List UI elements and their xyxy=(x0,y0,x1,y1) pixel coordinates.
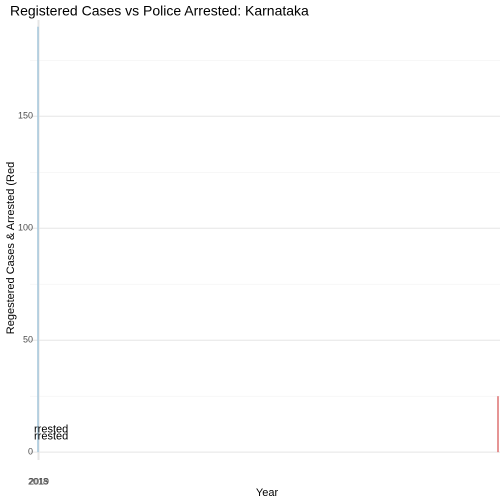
chart-title: Registered Cases vs Police Arrested: Kar… xyxy=(10,3,309,19)
y-tick-label: 50 xyxy=(23,335,33,345)
bar xyxy=(37,26,39,453)
x-tick-label: 2018 xyxy=(28,476,48,486)
y-axis-label: Regestered Cases & Arrested (Red xyxy=(5,162,17,334)
y-tick-label: 150 xyxy=(18,111,33,121)
annotation: rrested xyxy=(34,424,68,436)
y-tick-label: 0 xyxy=(28,447,33,457)
bar xyxy=(497,396,499,453)
x-axis-label: Year xyxy=(256,487,279,499)
annotation: rrested xyxy=(34,430,68,442)
y-tick-label: 100 xyxy=(18,223,33,233)
x-tick-label: 2019 xyxy=(29,476,49,486)
